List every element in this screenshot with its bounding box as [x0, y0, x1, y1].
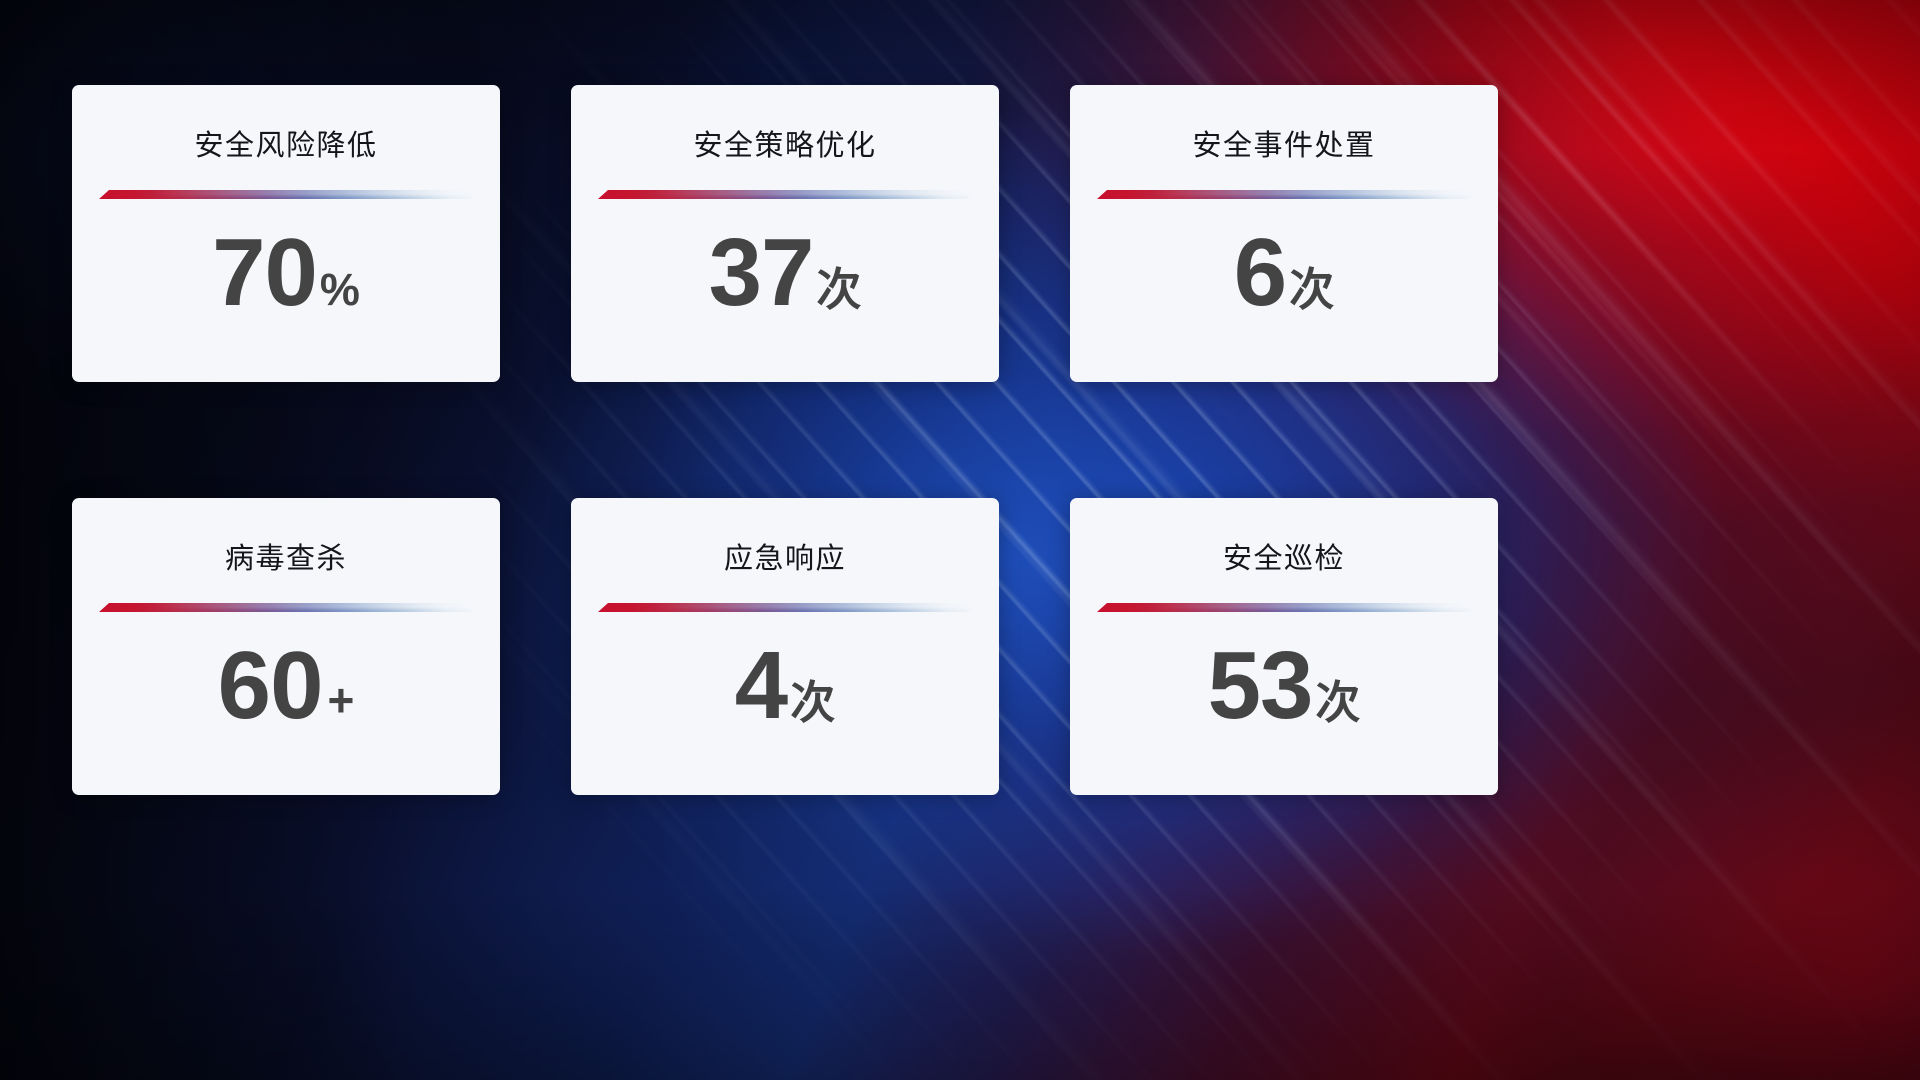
- value-number: 4: [734, 632, 788, 739]
- divider-feather-overlay: [1097, 603, 1471, 612]
- value-unit: +: [327, 674, 355, 726]
- card-title: 安全巡检: [1222, 543, 1345, 575]
- divider-feather-overlay: [598, 603, 972, 612]
- value-unit: 次: [816, 264, 862, 315]
- card-title: 安全风险降低: [194, 130, 378, 162]
- value-unit: 次: [1315, 677, 1361, 728]
- card-divider: [1097, 190, 1471, 199]
- card-title: 应急响应: [723, 543, 846, 575]
- value-number: 6: [1233, 219, 1287, 326]
- value-unit: 次: [790, 677, 836, 728]
- divider-feather-overlay: [99, 603, 473, 612]
- card-divider: [99, 603, 473, 612]
- divider-feather-overlay: [99, 190, 473, 199]
- metric-card-security-incident-handling[interactable]: 安全事件处置 6 次: [1070, 85, 1498, 382]
- card-title: 安全策略优化: [693, 130, 877, 162]
- divider-feather-overlay: [598, 190, 972, 199]
- card-value: 37 次: [709, 225, 862, 321]
- value-number: 53: [1207, 632, 1314, 739]
- card-value: 6 次: [1234, 225, 1334, 321]
- value-number: 37: [708, 219, 815, 326]
- card-divider: [99, 190, 473, 199]
- card-divider: [598, 603, 972, 612]
- card-value: 60 +: [218, 638, 355, 734]
- value-unit: %: [319, 264, 360, 315]
- metric-card-security-inspection[interactable]: 安全巡检 53 次: [1070, 498, 1498, 795]
- metric-card-security-risk-reduction[interactable]: 安全风险降低 70 %: [72, 85, 500, 382]
- card-title: 安全事件处置: [1192, 130, 1376, 162]
- value-number: 60: [217, 632, 324, 739]
- metric-card-virus-scanning[interactable]: 病毒查杀 60 +: [72, 498, 500, 795]
- metric-card-grid: 安全风险降低 70 % 安全策略优化 37 次 安全事件处置: [72, 85, 1498, 795]
- metric-card-security-policy-optimization[interactable]: 安全策略优化 37 次: [571, 85, 999, 382]
- value-unit: 次: [1289, 264, 1335, 315]
- card-title: 病毒查杀: [224, 543, 347, 575]
- value-number: 70: [212, 219, 318, 326]
- card-value: 70 %: [212, 225, 360, 321]
- metric-card-emergency-response[interactable]: 应急响应 4 次: [571, 498, 999, 795]
- card-value: 4 次: [735, 638, 835, 734]
- card-divider: [1097, 603, 1471, 612]
- card-value: 53 次: [1208, 638, 1361, 734]
- divider-feather-overlay: [1097, 190, 1471, 199]
- card-divider: [598, 190, 972, 199]
